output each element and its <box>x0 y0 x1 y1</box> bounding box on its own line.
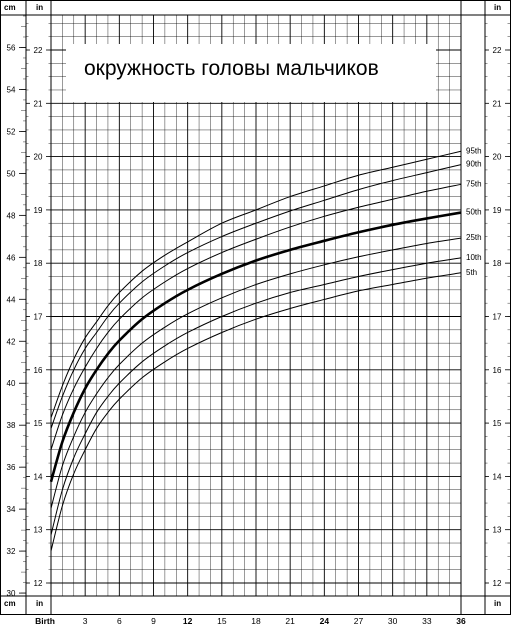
x-tick-label: 30 <box>388 616 398 626</box>
in-unit-label-left-bottom: in <box>36 599 43 608</box>
in-tick-label-right: 13 <box>493 526 502 535</box>
percentile-curve-90th <box>50 164 462 429</box>
percentile-curve-95th <box>50 150 462 418</box>
percentile-curve-25th <box>50 237 462 509</box>
cm-tick-label: 52 <box>7 127 16 136</box>
percentile-label-backdrop <box>464 265 484 276</box>
grid <box>50 15 462 596</box>
axes <box>0 0 511 615</box>
percentile-label-5th: 5th <box>466 268 477 277</box>
in-tick-label-left: 19 <box>34 206 43 215</box>
x-tick-label: 33 <box>422 616 432 626</box>
percentile-curve-10th <box>50 257 462 536</box>
cm-tick-label: 54 <box>7 85 16 94</box>
cm-tick-label: 44 <box>7 295 16 304</box>
x-tick-label: 21 <box>285 616 295 626</box>
percentile-label-backdrop <box>464 144 484 155</box>
in-tick-label-left: 18 <box>34 259 43 268</box>
in-tick-label-left: 16 <box>34 366 43 375</box>
in-tick-label-right: 17 <box>493 313 502 322</box>
cm-tick-label: 46 <box>7 253 16 262</box>
cm-tick-label: 50 <box>7 169 16 178</box>
cm-tick-label: 32 <box>7 547 16 556</box>
in-tick-label-left: 15 <box>34 419 43 428</box>
in-tick-label-right: 16 <box>493 366 502 375</box>
in-tick-label-left: 14 <box>34 472 43 481</box>
in-tick-label-right: 14 <box>493 472 502 481</box>
percentile-label-10th: 10th <box>466 253 482 262</box>
x-tick-label: 9 <box>151 616 156 626</box>
chart-frame <box>0 0 511 615</box>
labels-group: 12 12 13 13 14 14 15 15 16 16 17 17 18 18 19 19 20 20 21 21… <box>7 43 502 626</box>
cm-tick-label: 38 <box>7 421 16 430</box>
cm-unit-label-bottom: cm <box>4 599 16 608</box>
percentile-label-50th: 50th <box>466 208 482 217</box>
in-unit-label-left: in <box>36 3 43 12</box>
cm-tick-label: 36 <box>7 463 16 472</box>
in-tick-label-left: 21 <box>34 99 43 108</box>
in-tick-label-left: 22 <box>34 46 43 55</box>
in-tick-label-right: 19 <box>493 206 502 215</box>
percentile-label-75th: 75th <box>466 179 482 188</box>
cm-tick-label: 56 <box>7 43 16 52</box>
x-tick-label: 3 <box>83 616 88 626</box>
percentile-curve-75th <box>50 183 462 450</box>
in-tick-label-right: 21 <box>493 99 502 108</box>
in-tick-label-left: 12 <box>34 579 43 588</box>
x-tick-label: Birth <box>35 616 55 626</box>
cm-tick-label: 30 <box>7 589 16 598</box>
series-group <box>49 150 462 552</box>
cm-unit-label: cm <box>4 3 16 12</box>
in-tick-label-left: 20 <box>34 153 43 162</box>
percentile-label-25th: 25th <box>466 233 482 242</box>
in-tick-label-right: 15 <box>493 419 502 428</box>
cm-tick-label: 40 <box>7 379 16 388</box>
percentile-label-90th: 90th <box>466 160 482 169</box>
in-unit-label-right: in <box>494 3 501 12</box>
in-tick-label-left: 13 <box>34 526 43 535</box>
x-tick-label: 6 <box>117 616 122 626</box>
cm-tick-label: 42 <box>7 337 16 346</box>
x-tick-label: 12 <box>183 616 193 626</box>
percentile-curve-5th <box>50 272 462 552</box>
title-box <box>66 44 436 102</box>
x-tick-label: 36 <box>456 616 466 626</box>
in-tick-label-right: 12 <box>493 579 502 588</box>
percentile-label-backdrop <box>464 231 484 242</box>
in-tick-label-right: 18 <box>493 259 502 268</box>
x-tick-label: 18 <box>251 616 261 626</box>
percentile-curve-50th <box>49 211 462 483</box>
x-tick-label: 27 <box>354 616 364 626</box>
percentile-label-backdrop <box>464 250 484 261</box>
percentile-label-backdrop <box>464 177 484 188</box>
chart-title: окружность головы мальчиков <box>84 57 379 80</box>
in-tick-label-right: 20 <box>493 153 502 162</box>
in-tick-label-left: 17 <box>34 313 43 322</box>
percentile-label-backdrop <box>464 205 484 216</box>
x-tick-label: 15 <box>217 616 227 626</box>
in-unit-label-right-bottom: in <box>494 599 501 608</box>
percentile-label-95th: 95th <box>466 146 482 155</box>
x-tick-label: 24 <box>320 616 330 626</box>
percentile-label-backdrop <box>464 157 484 168</box>
in-tick-label-right: 22 <box>493 46 502 55</box>
cm-tick-label: 48 <box>7 211 16 220</box>
cm-tick-label: 34 <box>7 505 16 514</box>
